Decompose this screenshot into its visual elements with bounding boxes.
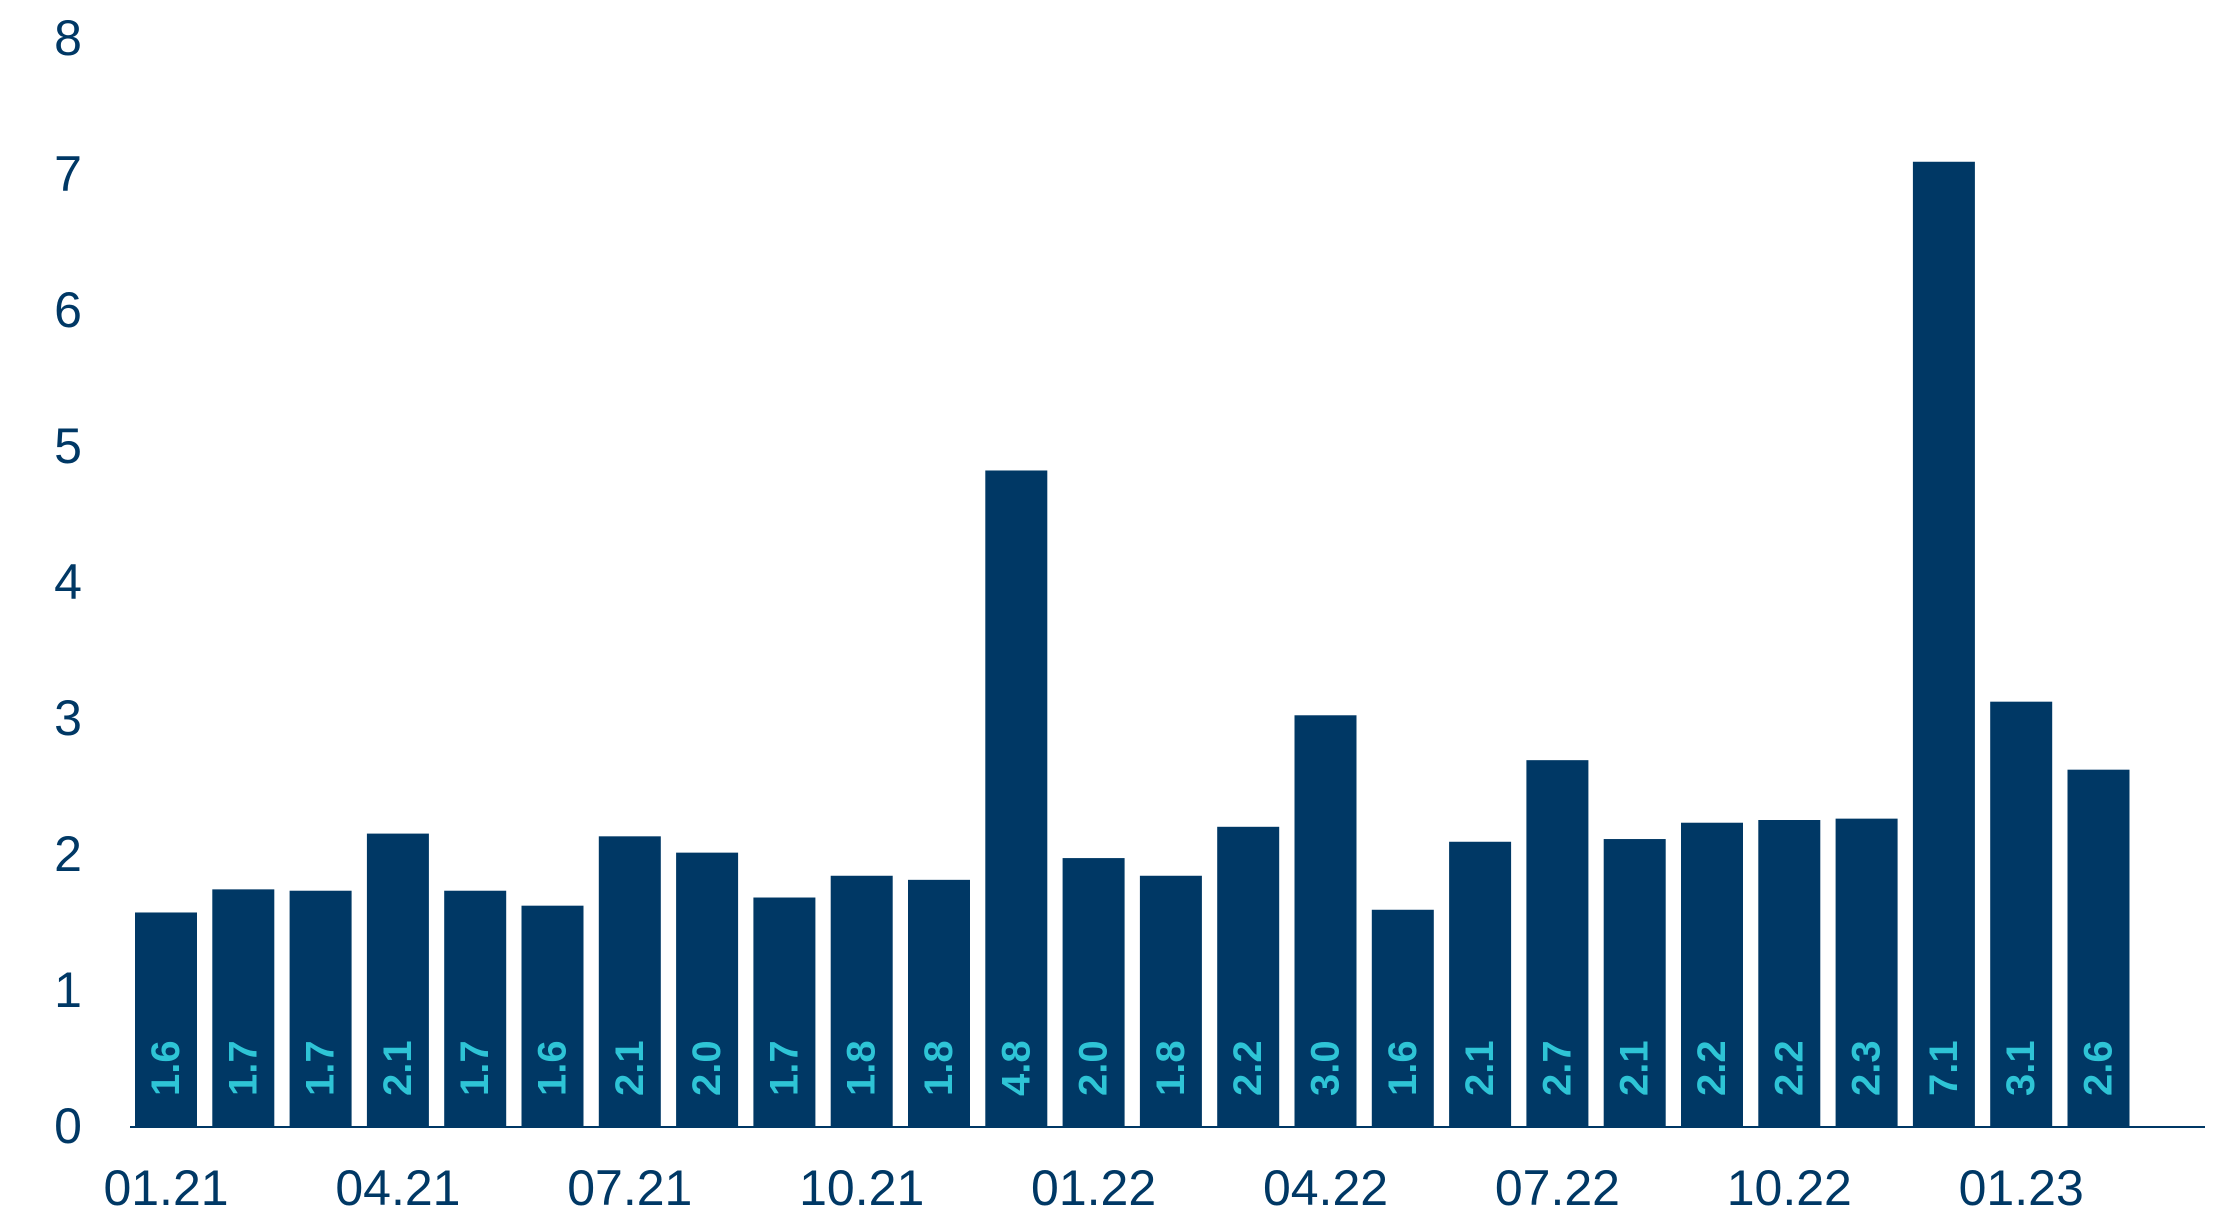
bar-data-label: 2.2 — [1767, 1040, 1811, 1096]
bar-data-label: 2.0 — [1072, 1040, 1116, 1096]
data-labels-group: 1.6 1.7 1.7 2.1 1.7 1.6 2.1 2.0 1.7 1.8 1.8 4.8 2.0 1… — [144, 1040, 2121, 1096]
bar-data-label: 2.2 — [1690, 1040, 1734, 1096]
bar-data-label: 2.1 — [608, 1040, 652, 1096]
bar-data-label: 1.6 — [531, 1040, 575, 1096]
bar-data-label: 2.6 — [2077, 1040, 2121, 1096]
y-tick-label: 5 — [54, 418, 82, 474]
bar — [366, 833, 429, 1126]
bar — [1294, 715, 1357, 1126]
x-tick-label: 01.21 — [103, 1160, 228, 1212]
bar — [1062, 858, 1125, 1126]
bar-data-label: 1.6 — [1381, 1040, 1425, 1096]
bar — [1758, 820, 1821, 1126]
bar — [830, 875, 893, 1126]
bar-data-label: 2.1 — [1613, 1040, 1657, 1096]
x-tick-label: 10.21 — [799, 1160, 924, 1212]
bar-data-label: 1.7 — [762, 1040, 806, 1096]
bar-data-label: 2.1 — [1458, 1040, 1502, 1096]
x-tick-label: 01.23 — [1959, 1160, 2084, 1212]
y-tick-label: 8 — [54, 10, 82, 66]
bar — [1449, 841, 1512, 1126]
bar — [1139, 875, 1202, 1126]
bars-group — [135, 161, 2130, 1127]
bar-data-label: 7.1 — [1922, 1040, 1966, 1096]
x-tick-label: 07.22 — [1495, 1160, 1620, 1212]
bar-data-label: 2.7 — [1535, 1040, 1579, 1096]
bar — [1912, 161, 1975, 1126]
bar — [1990, 701, 2053, 1126]
bar — [598, 836, 661, 1126]
bar-data-label: 1.6 — [144, 1040, 188, 1096]
bar — [1217, 826, 1280, 1126]
x-tick-label: 04.21 — [335, 1160, 460, 1212]
bar-data-label: 1.7 — [221, 1040, 265, 1096]
x-axis-ticks: 01.21 04.21 07.21 10.21 01.22 04.22 07.22 10.22… — [103, 1160, 2084, 1216]
bar — [753, 897, 816, 1126]
bar — [1603, 839, 1666, 1126]
x-tick-label: 01.22 — [1031, 1160, 1156, 1212]
bar-data-label: 2.2 — [1226, 1040, 1270, 1096]
bar — [521, 905, 584, 1126]
bar-data-label: 1.8 — [917, 1040, 961, 1096]
bar-data-label: 1.7 — [299, 1040, 343, 1096]
bar — [212, 889, 275, 1126]
y-axis-ticks: 0 1 2 3 4 5 6 7 8 — [54, 10, 82, 1154]
bar — [1835, 818, 1898, 1126]
bar — [2067, 769, 2130, 1126]
bar — [1371, 909, 1434, 1126]
x-tick-label: 07.21 — [567, 1160, 692, 1212]
bar — [289, 890, 352, 1126]
bar-data-label: 3.0 — [1304, 1040, 1348, 1096]
bar-data-label: 2.3 — [1845, 1040, 1889, 1096]
bar-data-label: 1.7 — [453, 1040, 497, 1096]
bar-data-label: 2.0 — [685, 1040, 729, 1096]
bar-data-label: 2.1 — [376, 1040, 420, 1096]
bar — [444, 890, 507, 1126]
y-tick-label: 7 — [54, 146, 82, 202]
bar — [908, 879, 970, 1126]
x-tick-label: 10.22 — [1727, 1160, 1852, 1212]
y-tick-label: 2 — [54, 826, 82, 882]
y-tick-label: 0 — [54, 1098, 82, 1154]
y-tick-label: 1 — [54, 962, 82, 1018]
bar — [135, 912, 197, 1126]
x-tick-label: 04.22 — [1263, 1160, 1388, 1212]
bar-data-label: 1.8 — [1149, 1040, 1193, 1096]
bar — [1681, 822, 1743, 1126]
bar-data-label: 3.1 — [1999, 1040, 2043, 1096]
y-tick-label: 6 — [54, 282, 82, 338]
y-tick-label: 4 — [54, 554, 82, 610]
bar-data-label: 4.8 — [994, 1040, 1038, 1096]
y-tick-label: 3 — [54, 690, 82, 746]
bar — [985, 470, 1048, 1127]
bar-data-label: 1.8 — [840, 1040, 884, 1096]
bar — [1526, 760, 1589, 1126]
bar — [676, 852, 739, 1126]
